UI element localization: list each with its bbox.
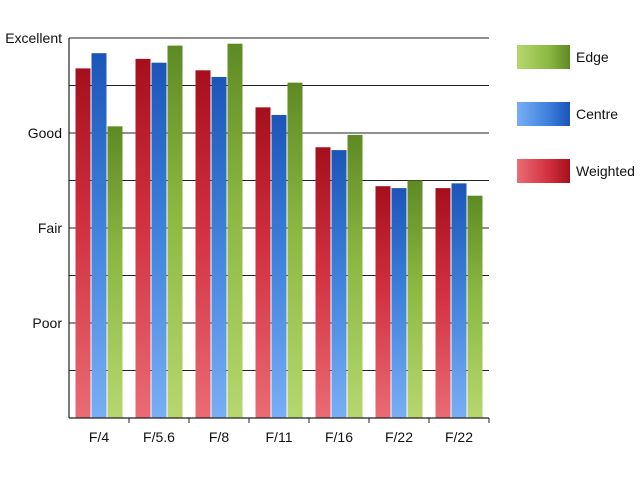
bar-centre-2 xyxy=(151,62,167,418)
legend-swatch-centre xyxy=(517,102,570,126)
x-tick-label: F/11 xyxy=(266,429,293,445)
legend-label-weighted: Weighted xyxy=(576,163,635,179)
bar-centre-7 xyxy=(451,183,467,418)
bar-edge-4 xyxy=(287,82,303,419)
y-tick-label: Excellent xyxy=(5,30,62,46)
x-tick-label: F/22 xyxy=(385,429,413,445)
y-tick-label: Good xyxy=(28,125,62,141)
legend-label-edge: Edge xyxy=(576,49,609,65)
bar-weighted-7 xyxy=(435,188,451,418)
bar-edge-3 xyxy=(227,43,243,418)
bar-centre-4 xyxy=(271,114,287,418)
bar-edge-5 xyxy=(347,134,363,418)
bar-centre-5 xyxy=(331,150,347,418)
bar-weighted-1 xyxy=(75,68,91,419)
bar-edge-1 xyxy=(107,126,123,418)
legend: Edge Centre Weighted xyxy=(517,45,635,183)
bar-weighted-3 xyxy=(195,70,211,419)
y-tick-label: Poor xyxy=(32,315,62,331)
bar-centre-6 xyxy=(391,188,407,418)
bar-edge-2 xyxy=(167,45,183,418)
bars xyxy=(75,43,483,419)
bar-centre-3 xyxy=(211,76,227,418)
x-tick-label: F/4 xyxy=(89,429,109,445)
bar-weighted-4 xyxy=(255,107,271,418)
x-tick-label: F/22 xyxy=(445,429,473,445)
x-tick-label: F/16 xyxy=(325,429,353,445)
legend-swatch-edge xyxy=(517,45,570,69)
bar-centre-1 xyxy=(91,53,107,418)
bar-weighted-2 xyxy=(135,58,151,419)
legend-label-centre: Centre xyxy=(576,106,618,122)
bar-weighted-5 xyxy=(315,147,331,418)
bar-edge-6 xyxy=(407,180,423,418)
bar-edge-7 xyxy=(467,195,483,418)
x-tick-label: F/8 xyxy=(209,429,229,445)
axes: F/4 F/5.6 F/8 F/11 F/16 F/22 F/22 Poor Fair Good E… xyxy=(5,30,490,445)
bar-weighted-6 xyxy=(375,186,391,418)
y-tick-label: Fair xyxy=(38,220,62,236)
x-tick-label: F/5.6 xyxy=(143,429,175,445)
legend-swatch-weighted xyxy=(517,159,570,183)
